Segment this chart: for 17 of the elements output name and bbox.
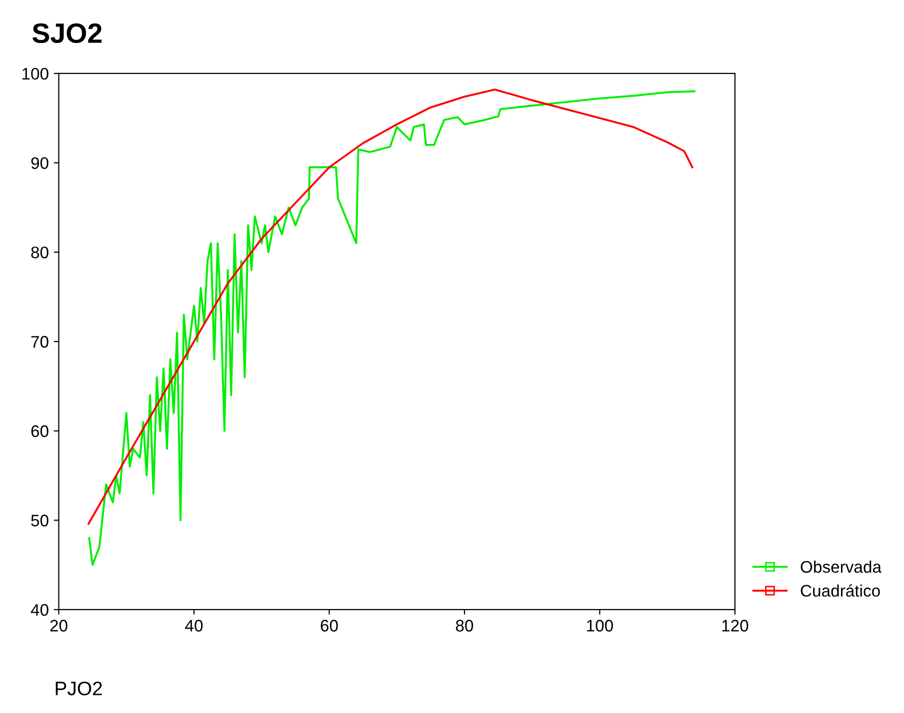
y-tick-label: 60	[31, 425, 48, 438]
y-tick-label: 90	[31, 157, 48, 170]
x-tick-label: 20	[50, 620, 68, 632]
legend-label: Observada	[800, 560, 882, 573]
x-tick-label: 40	[185, 620, 203, 632]
x-tick-label: 80	[456, 620, 474, 632]
y-tick-label: 50	[31, 514, 48, 526]
chart-title: SJO2	[32, 23, 102, 44]
y-tick-label: 100	[22, 68, 48, 80]
y-tick-label: 70	[31, 336, 48, 348]
x-tick-label: 120	[722, 620, 748, 632]
y-tick-label: 40	[30, 604, 48, 616]
x-tick-label: 60	[320, 620, 338, 632]
x-axis-title: PJO2	[56, 682, 102, 696]
legend-label: Cuadrático	[800, 584, 880, 597]
x-tick-label: 100	[587, 620, 613, 632]
y-tick-label: 80	[31, 246, 48, 258]
